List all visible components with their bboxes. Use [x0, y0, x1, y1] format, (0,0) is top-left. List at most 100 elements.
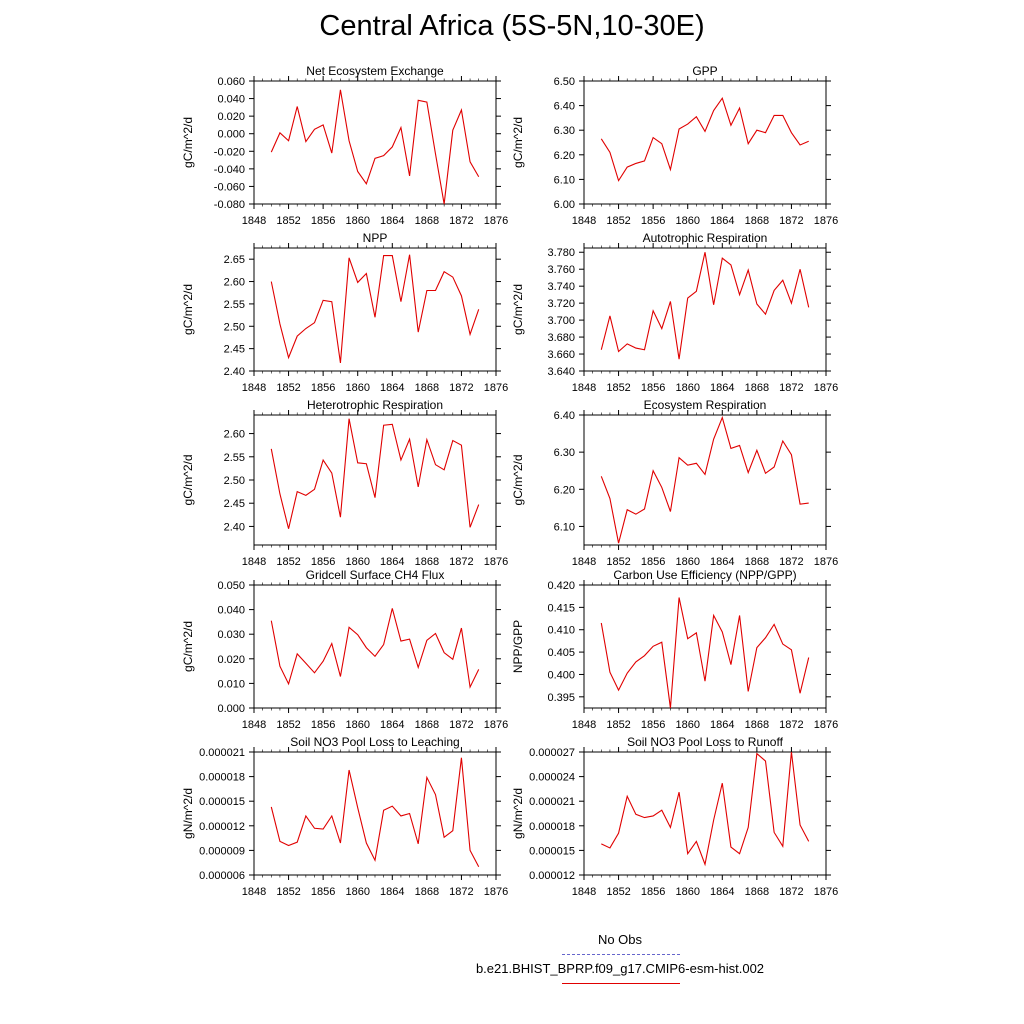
x-tick-label: 1876	[484, 719, 508, 731]
y-tick-label: 0.395	[547, 692, 575, 704]
panel-title: Carbon Use Efficiency (NPP/GPP)	[613, 568, 796, 582]
x-tick-label: 1852	[276, 215, 300, 227]
y-tick-label: 3.660	[547, 349, 575, 361]
x-tick-label: 1852	[606, 382, 630, 394]
y-tick-label: 2.60	[224, 277, 245, 289]
chart-panel: Soil NO3 Pool Loss to Runoff gN/m^2/d 1848…	[511, 735, 838, 898]
x-tick-label: 1868	[415, 382, 439, 394]
x-tick-label: 1856	[641, 719, 665, 731]
y-axis-label: gN/m^2/d	[181, 788, 195, 839]
panel-title: Soil NO3 Pool Loss to Runoff	[627, 735, 784, 749]
x-tick-label: 1872	[449, 382, 473, 394]
y-tick-label: 2.50	[224, 475, 245, 487]
y-tick-label: 0.000006	[199, 870, 245, 882]
x-tick-label: 1856	[311, 556, 335, 568]
x-tick-label: 1864	[380, 215, 404, 227]
y-tick-label: 2.40	[224, 366, 245, 378]
x-tick-label: 1864	[380, 719, 404, 731]
x-tick-label: 1860	[345, 382, 369, 394]
y-tick-label: 0.040	[217, 605, 245, 617]
x-tick-label: 1856	[311, 215, 335, 227]
series-line	[600, 96, 809, 182]
y-axis-label: gC/m^2/d	[511, 117, 525, 168]
x-tick-label: 1852	[606, 556, 630, 568]
panel-title: Ecosystem Respiration	[644, 398, 767, 412]
y-tick-label: 0.000	[217, 129, 245, 141]
chart-panel: GPP gC/m^2/d 1848 1852 1856 1860 1864 1868 1872 1…	[511, 64, 838, 227]
x-tick-label: 1856	[311, 719, 335, 731]
y-tick-label: 0.000015	[199, 796, 245, 808]
x-tick-label: 1864	[380, 382, 404, 394]
y-tick-label: 0.000012	[199, 821, 245, 833]
y-tick-label: 2.55	[224, 299, 245, 311]
y-tick-label: 3.720	[547, 298, 575, 310]
x-tick-label: 1848	[572, 886, 596, 898]
panel-title: NPP	[363, 231, 388, 245]
y-tick-label: 0.405	[547, 647, 575, 659]
y-tick-label: 0.000	[217, 703, 245, 715]
y-axis-label: gC/m^2/d	[181, 621, 195, 672]
plot-frame	[583, 247, 827, 372]
y-tick-label: 3.780	[547, 247, 575, 259]
x-tick-label: 1872	[449, 886, 473, 898]
y-tick-label: 0.000018	[529, 821, 575, 833]
panel-title: Autotrophic Respiration	[643, 231, 768, 245]
x-tick-label: 1876	[814, 382, 838, 394]
x-tick-label: 1868	[745, 886, 769, 898]
y-tick-label: 6.40	[554, 101, 575, 113]
y-axis-label: gN/m^2/d	[511, 788, 525, 839]
panel-title: Net Ecosystem Exchange	[306, 64, 444, 78]
y-tick-label: 0.410	[547, 625, 575, 637]
y-tick-label: 0.000021	[529, 796, 575, 808]
chart-panel: Autotrophic Respiration gC/m^2/d 1848 1852 1…	[511, 231, 838, 394]
x-tick-label: 1876	[814, 886, 838, 898]
x-tick-label: 1868	[745, 382, 769, 394]
legend-obs-line	[562, 954, 680, 955]
x-tick-label: 1852	[606, 886, 630, 898]
x-tick-label: 1856	[311, 382, 335, 394]
x-tick-label: 1860	[345, 719, 369, 731]
y-axis-label: gC/m^2/d	[511, 455, 525, 506]
x-tick-label: 1852	[276, 886, 300, 898]
chart-panel: Gridcell Surface CH4 Flux gC/m^2/d 1848 185…	[181, 568, 508, 731]
y-axis-label: gC/m^2/d	[181, 284, 195, 335]
x-tick-label: 1860	[345, 556, 369, 568]
y-tick-label: 6.20	[554, 150, 575, 162]
series-line	[600, 597, 810, 709]
legend-model-label: b.e21.BHIST_BPRP.f09_g17.CMIP6-esm-hist.…	[475, 961, 765, 976]
x-tick-label: 1848	[572, 719, 596, 731]
y-tick-label: 0.060	[217, 76, 245, 88]
x-tick-label: 1872	[779, 215, 803, 227]
x-tick-label: 1852	[276, 556, 300, 568]
x-tick-label: 1868	[745, 719, 769, 731]
y-tick-label: 6.20	[554, 484, 575, 496]
y-tick-label: 6.10	[554, 521, 575, 533]
series-line	[600, 415, 809, 544]
panel-title: Soil NO3 Pool Loss to Leaching	[290, 735, 459, 749]
y-axis-label: gC/m^2/d	[181, 117, 195, 168]
x-tick-label: 1876	[814, 215, 838, 227]
chart-panel: Net Ecosystem Exchange gC/m^2/d 1848 1852 18…	[181, 64, 508, 227]
y-tick-label: 6.40	[554, 410, 575, 422]
series-line	[600, 252, 810, 360]
y-tick-label: 2.50	[224, 321, 245, 333]
chart-panel: NPP gC/m^2/d 1848 1852 1856 1860 1864 1868 1872 1…	[181, 231, 508, 394]
y-tick-label: 0.040	[217, 94, 245, 106]
x-tick-label: 1856	[641, 215, 665, 227]
y-tick-label: -0.080	[214, 199, 245, 211]
legend-obs-label: No Obs	[597, 932, 643, 947]
plot-frame	[253, 414, 497, 546]
y-tick-label: 3.760	[547, 264, 575, 276]
y-tick-label: 2.40	[224, 521, 245, 533]
y-tick-label: 0.000015	[529, 845, 575, 857]
x-tick-label: 1864	[710, 382, 734, 394]
x-tick-label: 1852	[606, 215, 630, 227]
y-tick-label: 2.45	[224, 344, 245, 356]
x-tick-label: 1860	[675, 719, 699, 731]
x-tick-label: 1848	[242, 556, 266, 568]
x-tick-label: 1848	[572, 215, 596, 227]
y-tick-label: 0.010	[217, 678, 245, 690]
plot-frame	[583, 80, 827, 205]
x-tick-label: 1868	[415, 719, 439, 731]
